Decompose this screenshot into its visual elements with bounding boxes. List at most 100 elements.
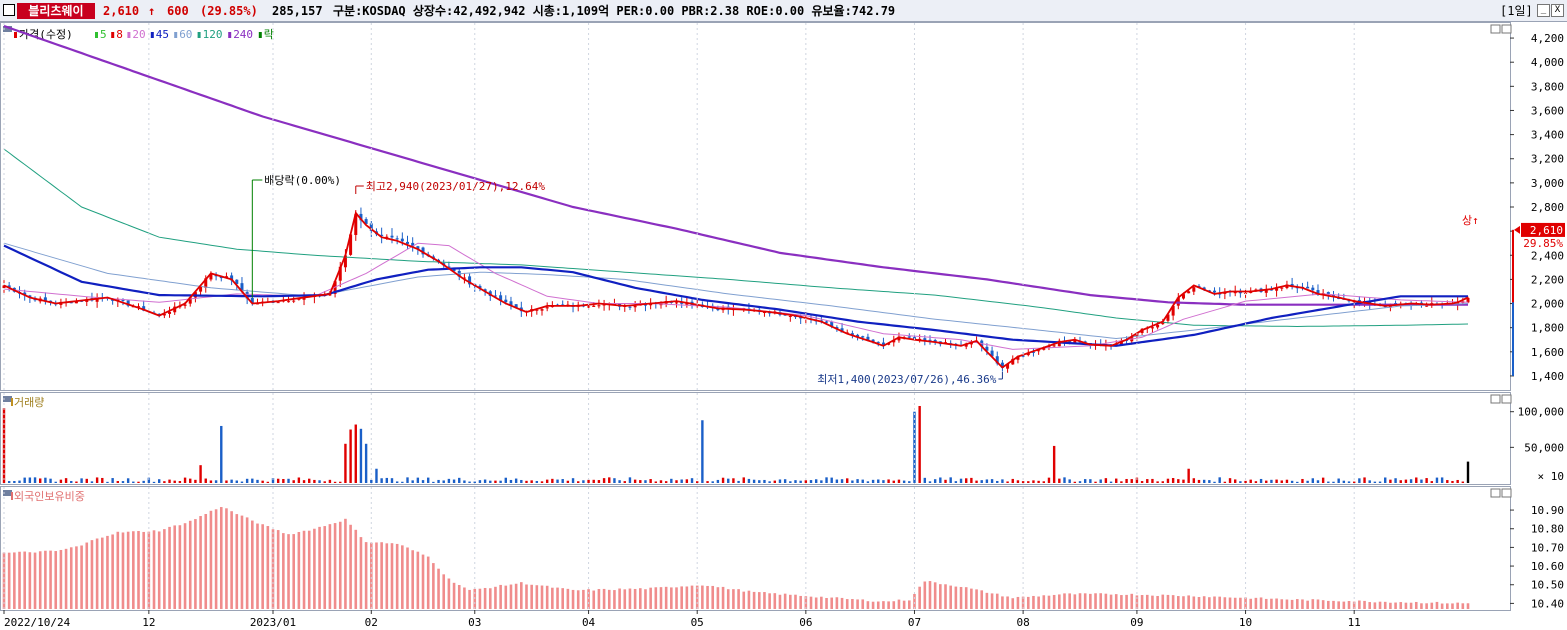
volume-bar[interactable] [675,480,678,483]
foreign-bar[interactable] [1301,599,1304,609]
foreign-bar[interactable] [271,529,275,609]
volume-bar[interactable] [1166,478,1170,483]
candle-body[interactable] [876,341,880,343]
volume-bar[interactable] [654,481,658,483]
foreign-bar[interactable] [1337,601,1340,609]
foreign-bar[interactable] [49,550,52,609]
volume-bar[interactable] [266,481,270,483]
volume-bar[interactable] [1415,477,1418,483]
minimize-button[interactable]: _ [1537,4,1550,17]
volume-bar[interactable] [1001,479,1004,483]
volume-bar[interactable] [851,480,854,483]
foreign-bar[interactable] [432,563,435,609]
volume-bar[interactable] [1456,479,1459,483]
volume-bar[interactable] [763,479,766,483]
foreign-bar[interactable] [499,584,502,609]
volume-bar[interactable] [840,479,844,483]
candle-body[interactable] [1357,299,1361,302]
foreign-bar[interactable] [44,550,47,609]
foreign-bar[interactable] [778,594,782,609]
foreign-bar[interactable] [540,585,544,609]
volume-bar[interactable] [18,480,21,483]
volume-bar[interactable] [1352,481,1356,483]
volume-bar[interactable] [468,481,471,483]
foreign-bar[interactable] [654,587,658,609]
volume-bar[interactable] [437,479,440,483]
volume-bar[interactable] [778,479,782,483]
foreign-bar[interactable] [882,601,885,609]
candle-body[interactable] [871,339,875,343]
foreign-bar[interactable] [302,530,306,609]
volume-bar[interactable] [142,480,145,483]
foreign-bar[interactable] [1052,594,1056,609]
candle-body[interactable] [1000,362,1004,368]
volume-bar[interactable] [157,479,161,483]
foreign-bar[interactable] [214,509,218,609]
foreign-bar[interactable] [1306,600,1309,609]
volume-bar[interactable] [1099,479,1102,483]
foreign-bar[interactable] [1026,596,1030,609]
candle-body[interactable] [597,305,601,307]
volume-bar[interactable] [1208,480,1211,483]
volume-bar[interactable] [949,477,952,483]
volume-bar[interactable] [944,479,947,483]
candle-body[interactable] [416,246,420,249]
volume-bar[interactable] [1021,481,1025,483]
foreign-bar[interactable] [1280,599,1284,609]
volume-bar[interactable] [152,481,156,483]
candle-body[interactable] [633,305,637,308]
foreign-bar[interactable] [628,588,632,609]
volume-bar[interactable] [933,479,937,483]
candle-body[interactable] [1275,288,1279,291]
foreign-bar[interactable] [2,552,6,609]
volume-bar[interactable] [1347,481,1351,483]
candle-body[interactable] [1016,356,1020,360]
candle-body[interactable] [157,313,161,316]
foreign-bar[interactable] [587,589,590,609]
volume-bar[interactable] [70,480,73,483]
foreign-bar[interactable] [1171,595,1175,609]
foreign-bar[interactable] [1094,593,1097,609]
volume-bar[interactable] [970,477,973,483]
foreign-bar[interactable] [1358,600,1361,609]
candle-body[interactable] [121,299,125,301]
volume-bar[interactable] [670,478,673,483]
candle-body[interactable] [587,306,591,308]
foreign-bar[interactable] [1120,595,1123,609]
foreign-bar[interactable] [944,584,947,609]
foreign-bar[interactable] [1352,601,1356,609]
foreign-bar[interactable] [1016,596,1020,609]
volume-bar[interactable] [442,480,445,483]
volume-bar[interactable] [1016,480,1020,483]
foreign-bar[interactable] [23,551,26,609]
candle-body[interactable] [1052,345,1056,347]
candle-body[interactable] [204,278,208,288]
foreign-bar[interactable] [1425,603,1428,609]
foreign-bar[interactable] [132,531,135,609]
volume-bar[interactable] [1466,461,1470,483]
volume-bar[interactable] [313,479,316,483]
volume-bar[interactable] [111,478,114,483]
volume-bar[interactable] [902,480,906,483]
foreign-bar[interactable] [1270,598,1273,609]
foreign-bar[interactable] [1213,596,1216,609]
candle-body[interactable] [349,234,353,255]
candle-body[interactable] [240,283,244,292]
foreign-bar[interactable] [38,551,42,609]
volume-bar[interactable] [1073,481,1077,483]
foreign-bar[interactable] [1078,593,1082,609]
volume-bar[interactable] [1301,478,1304,483]
volume-bar[interactable] [339,481,342,483]
candle-body[interactable] [188,297,192,304]
foreign-bar[interactable] [307,530,311,609]
foreign-bar[interactable] [866,601,870,609]
volume-bar[interactable] [1316,480,1320,483]
candle-body[interactable] [1456,302,1460,305]
volume-bar[interactable] [1249,479,1252,483]
volume-bar[interactable] [561,479,564,483]
foreign-bar[interactable] [975,589,978,609]
volume-bar[interactable] [251,478,254,483]
volume-bar[interactable] [820,480,823,483]
volume-bar[interactable] [918,405,921,483]
foreign-bar[interactable] [933,582,937,609]
